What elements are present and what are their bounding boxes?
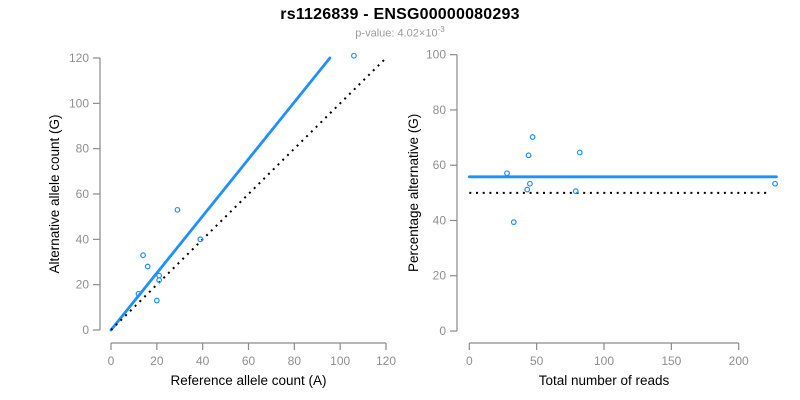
x-tick-label: 20: [150, 354, 164, 368]
x-tick-label: 200: [729, 354, 749, 368]
data-point: [153, 297, 160, 304]
y-tick-label: 80: [76, 142, 90, 156]
data-point: [140, 252, 146, 259]
x-axis-title: Total number of reads: [539, 373, 670, 388]
pvalue-text: p-value: 4.02×10: [355, 27, 438, 40]
x-axis-title: Reference allele count (A): [170, 373, 326, 388]
y-tick-label: 20: [76, 278, 90, 292]
data-point: [504, 170, 510, 177]
data-point: [351, 52, 357, 59]
data-point: [144, 263, 151, 270]
data-point: [156, 277, 163, 284]
y-tick-label: 20: [433, 269, 447, 283]
data-point: [576, 149, 583, 156]
y-tick-label: 0: [439, 324, 446, 338]
x-tick-label: 0: [108, 354, 115, 368]
x-tick-label: 100: [330, 354, 350, 368]
data-point: [197, 236, 204, 243]
y-axis-title: Percentage alternative (G): [406, 114, 421, 272]
data-point: [525, 152, 532, 159]
y-tick-label: 80: [433, 103, 447, 117]
y-tick-label: 0: [82, 323, 89, 337]
x-tick-label: 0: [466, 354, 473, 368]
plot-subtitle: p-value: 4.02×10-3: [0, 25, 800, 40]
data-point: [772, 180, 778, 187]
x-tick-label: 40: [196, 354, 210, 368]
y-tick-label: 40: [76, 232, 90, 246]
identity-line: [110, 57, 387, 331]
data-point: [527, 180, 533, 187]
pvalue-exponent: -3: [437, 25, 445, 34]
plot-title: rs1126839 - ENSG00000080293: [280, 6, 520, 23]
x-tick-label: 80: [288, 354, 302, 368]
x-tick-label: 60: [242, 354, 256, 368]
fit-line: [109, 56, 332, 332]
x-tick-label: 100: [594, 354, 614, 368]
y-tick-label: 100: [69, 96, 89, 110]
data-point: [529, 134, 536, 140]
y-tick-label: 120: [69, 51, 89, 65]
y-tick-label: 60: [433, 158, 447, 172]
data-point: [524, 186, 531, 193]
data-point: [174, 206, 181, 213]
data-point: [510, 219, 517, 226]
y-axis-title: Alternative allele count (G): [47, 114, 62, 273]
x-tick-label: 50: [530, 354, 544, 368]
x-tick-label: 120: [376, 354, 396, 368]
y-tick-label: 40: [433, 213, 447, 227]
x-tick-label: 150: [661, 354, 681, 368]
data-point: [572, 188, 579, 195]
y-tick-label: 100: [426, 48, 446, 62]
data-point: [135, 290, 142, 297]
y-tick-label: 60: [76, 187, 90, 201]
data-point: [156, 272, 163, 279]
